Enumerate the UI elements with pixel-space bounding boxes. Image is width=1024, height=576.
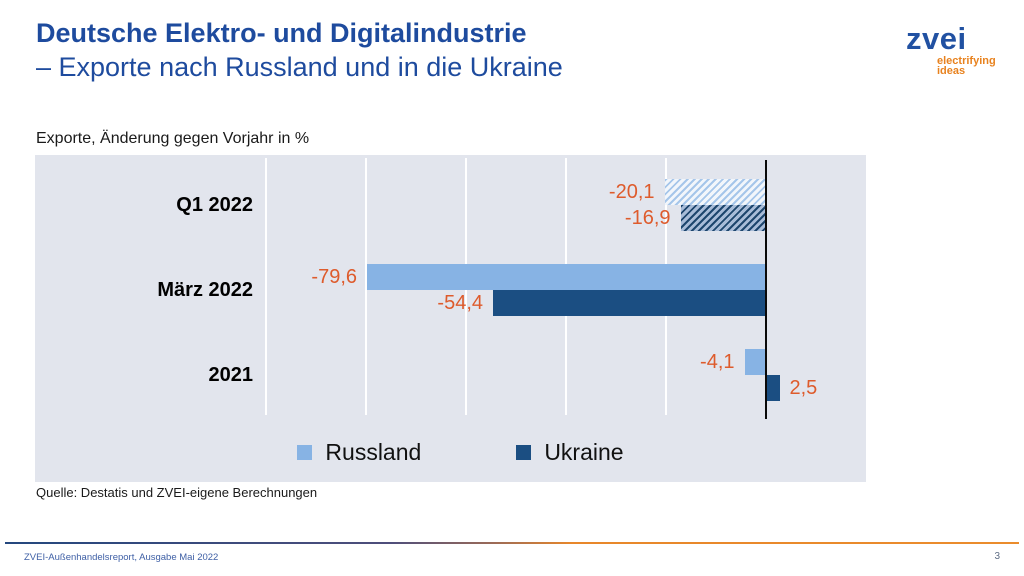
gridline xyxy=(265,158,267,415)
gridline xyxy=(365,158,367,415)
legend-item-russland: Russland xyxy=(297,439,421,466)
bar-ukraine-märz-2022 xyxy=(493,290,765,316)
legend-label-ukraine: Ukraine xyxy=(544,439,624,465)
legend-item-ukraine: Ukraine xyxy=(516,439,624,466)
zvei-tagline-line-2: ideas xyxy=(937,65,966,77)
bar-value-label: -4,1 xyxy=(700,351,735,373)
bar-ukraine-q1-2022 xyxy=(680,205,765,231)
title-line-1: Deutsche Elektro- und Digitalindustrie xyxy=(36,18,527,48)
bar-value-label: -20,1 xyxy=(608,181,655,203)
bar-russland-q1-2022 xyxy=(664,179,765,205)
bar-russland-märz-2022 xyxy=(367,264,765,290)
category-label: Q1 2022 xyxy=(176,194,253,216)
bar-value-label: -54,4 xyxy=(437,292,483,314)
footer-divider xyxy=(5,542,1019,544)
zero-axis-line xyxy=(765,160,767,419)
footer-report-title: ZVEI-Außenhandelsreport, Ausgabe Mai 202… xyxy=(24,552,219,563)
legend-label-russland: Russland xyxy=(325,439,422,465)
page-title: Deutsche Elektro- und Digitalindustrie –… xyxy=(36,16,563,84)
chart-subtitle: Exporte, Änderung gegen Vorjahr in % xyxy=(36,130,310,147)
zvei-logo-text: zvei xyxy=(906,21,967,56)
bar-ukraine-2021 xyxy=(767,375,780,401)
title-line-2: – Exporte nach Russland und in die Ukrai… xyxy=(36,52,563,82)
page-number: 3 xyxy=(994,551,1000,562)
chart-plot: Russland Ukraine Q1 2022 -20,1 -16,9 März 2… xyxy=(35,155,866,482)
zvei-logo: zvei electrifying ideas xyxy=(906,21,996,77)
source-note: Quelle: Destatis und ZVEI-eigene Berechn… xyxy=(36,485,318,500)
chart-legend: Russland Ukraine xyxy=(55,439,866,466)
zvei-logo-tagline: electrifying ideas xyxy=(937,55,996,77)
legend-swatch-ukraine xyxy=(516,445,532,460)
bar-russland-2021 xyxy=(744,349,765,375)
bar-value-label: 2,5 xyxy=(789,377,818,399)
category-label: 2021 xyxy=(208,364,254,386)
bar-value-label: -79,6 xyxy=(311,266,357,288)
bar-value-label: -16,9 xyxy=(624,207,671,229)
zvei-tagline-line-1: electrifying xyxy=(937,55,996,67)
legend-swatch-russland xyxy=(297,445,313,460)
category-label: März 2022 xyxy=(157,279,253,301)
